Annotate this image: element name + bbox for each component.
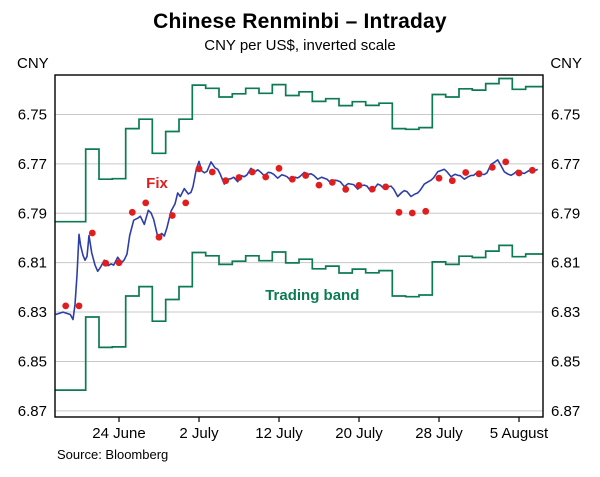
fix-dot <box>142 199 150 207</box>
fix-dot <box>382 183 390 191</box>
y-tick-label-right: 6.75 <box>551 107 580 124</box>
y-tick-label-right: 6.85 <box>551 353 580 370</box>
fix-dot <box>328 179 336 186</box>
fix-dot <box>355 182 363 189</box>
fix-dot <box>88 229 96 237</box>
y-tick-label-left: 6.75 <box>18 107 47 124</box>
fix-dot <box>342 185 350 193</box>
x-tick-label: 20 July <box>335 425 383 442</box>
y-tick-label-left: 6.77 <box>18 156 47 173</box>
y-tick-label-left: 6.81 <box>18 255 47 272</box>
fix-dot <box>275 164 283 172</box>
annotation-trading-band: Trading band <box>265 287 359 304</box>
y-tick-label-right: 6.77 <box>551 156 580 173</box>
fix-dot <box>155 233 163 241</box>
fix-dot <box>488 164 496 171</box>
y-axis-unit-right: CNY <box>550 55 582 72</box>
fix-dot <box>115 259 123 267</box>
fix-dot <box>288 175 296 183</box>
fix-dot <box>222 177 230 185</box>
fix-dot <box>195 165 203 173</box>
fix-dot <box>75 302 83 310</box>
y-tick-label-left: 6.83 <box>18 304 47 321</box>
fix-dot <box>235 174 243 181</box>
fix-dot <box>368 185 376 193</box>
y-tick-label-right: 6.79 <box>551 205 580 222</box>
fix-dot <box>435 174 443 182</box>
x-tick-label: 2 July <box>179 425 219 442</box>
fix-dot <box>248 168 256 176</box>
x-tick-label: 28 July <box>415 425 463 442</box>
source-note: Source: Bloomberg <box>57 447 169 462</box>
fix-dot <box>102 259 110 267</box>
y-axis-unit-left: CNY <box>17 55 49 72</box>
fix-dot <box>422 207 430 215</box>
fix-dot <box>528 166 536 174</box>
fix-dot <box>475 170 483 178</box>
band-lower-line <box>55 244 543 391</box>
fix-dot <box>395 208 403 216</box>
fix-dot <box>302 172 310 179</box>
fix-dot <box>208 168 216 176</box>
y-tick-label-left: 6.87 <box>18 403 47 420</box>
y-tick-label-left: 6.85 <box>18 353 47 370</box>
x-tick-label: 24 June <box>92 425 145 442</box>
x-tick-label: 5 August <box>490 425 549 442</box>
fix-dot <box>408 209 416 217</box>
fix-dot <box>182 199 190 207</box>
annotation-fix: Fix <box>146 175 168 192</box>
fix-dot <box>315 181 323 189</box>
x-tick-label: 12 July <box>255 425 303 442</box>
plot-frame <box>54 74 544 418</box>
fix-dot <box>462 169 470 176</box>
fix-dot <box>262 173 270 181</box>
fix-dot <box>168 212 176 219</box>
fix-dot <box>515 169 523 177</box>
chart-title: Chinese Renminbi – Intraday <box>153 10 447 33</box>
fix-dot <box>448 177 456 185</box>
y-tick-label-right: 6.87 <box>551 403 580 420</box>
fix-dot <box>128 208 136 216</box>
fix-dot <box>502 158 510 166</box>
y-tick-label-right: 6.83 <box>551 304 580 321</box>
band-upper-line <box>55 77 543 223</box>
chart-subtitle: CNY per US$, inverted scale <box>204 37 396 54</box>
fix-dot <box>62 302 70 310</box>
y-tick-label-right: 6.81 <box>551 255 580 272</box>
y-tick-label-left: 6.79 <box>18 205 47 222</box>
